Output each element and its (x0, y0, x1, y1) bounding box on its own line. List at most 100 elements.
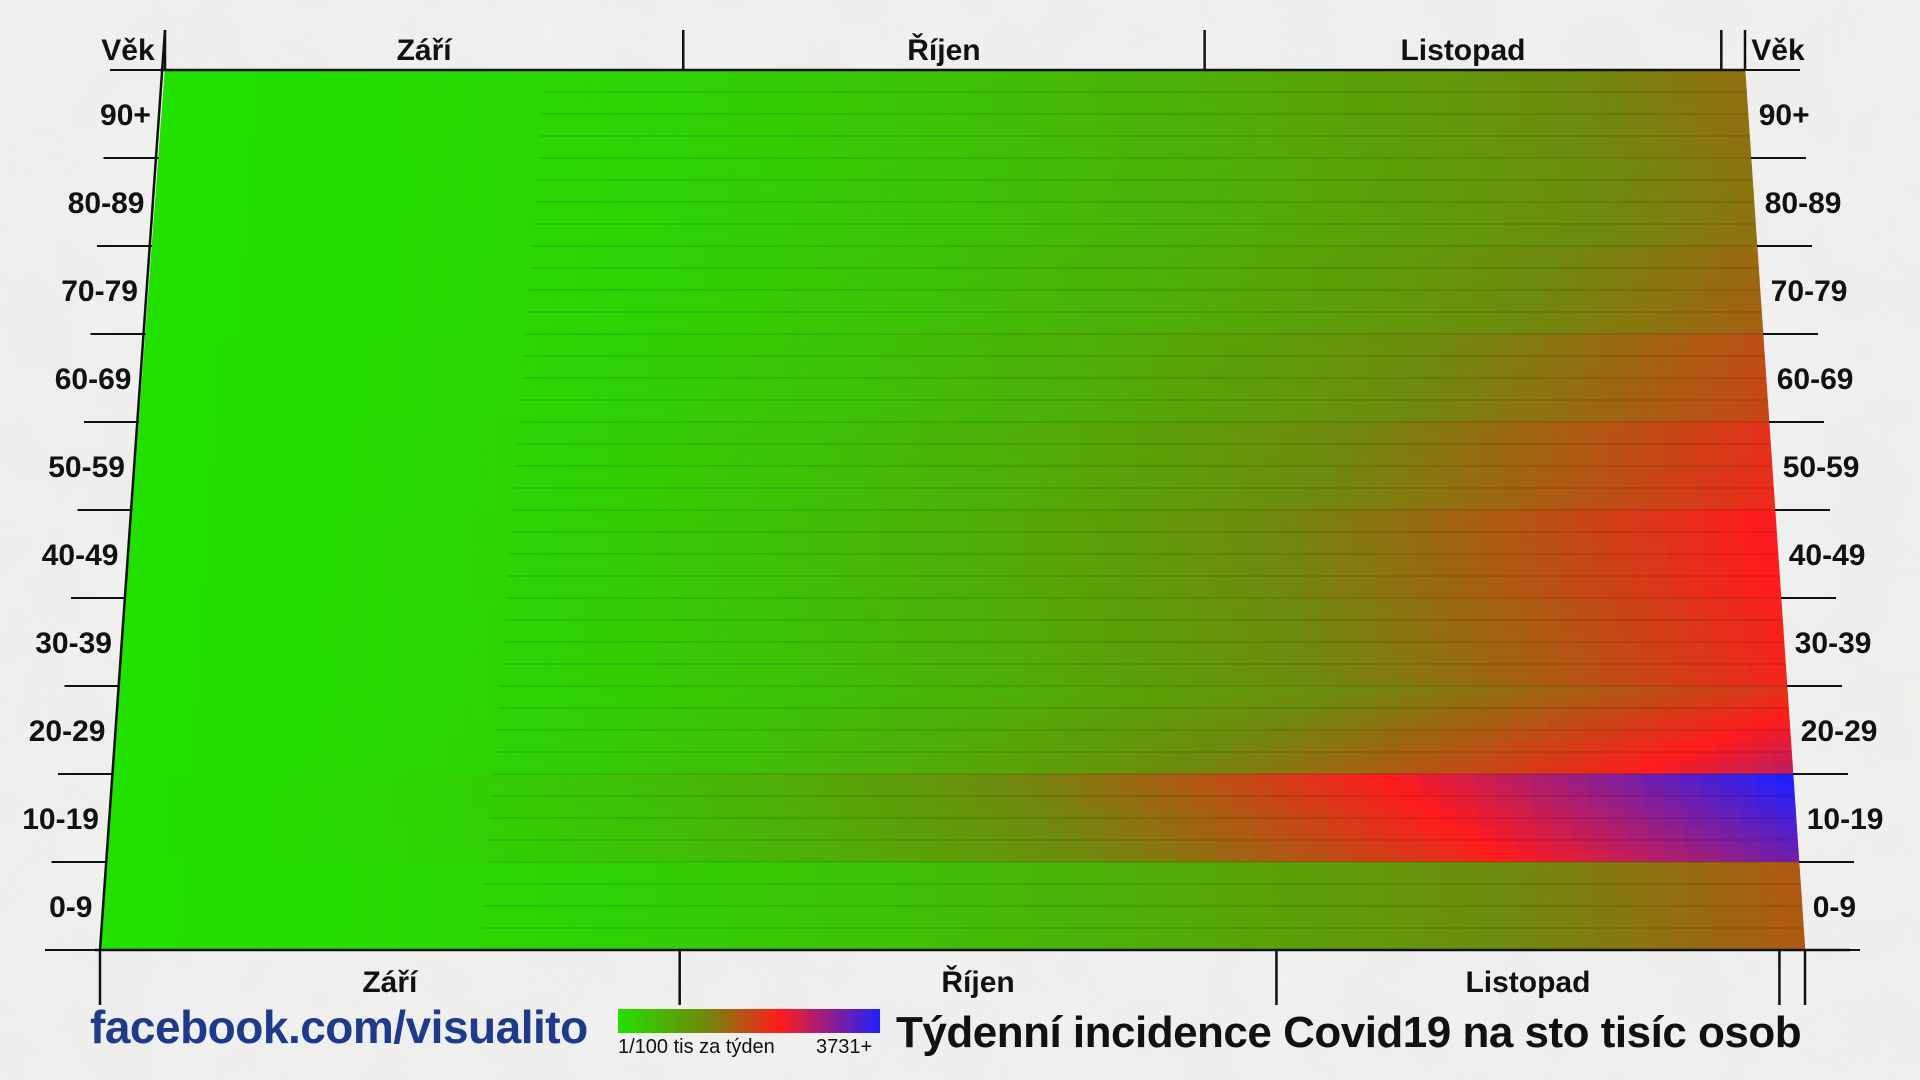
heatmap-cell (1025, 289, 1045, 302)
heatmap-cell (1323, 91, 1343, 104)
heatmap-cell (1265, 586, 1285, 599)
heatmap-cell (1537, 509, 1557, 522)
heatmap-cell (972, 124, 991, 137)
heatmap-cell (242, 212, 262, 225)
heatmap-cell (1245, 531, 1266, 544)
heatmap-cell (1218, 102, 1238, 115)
heatmap-cell (1008, 476, 1028, 489)
heatmap-cell (1359, 641, 1379, 654)
heatmap-cell (306, 333, 326, 346)
heatmap-cell (1192, 608, 1212, 621)
heatmap-cell (1465, 113, 1485, 126)
heatmap-cell (971, 432, 991, 445)
heatmap-cell (1309, 201, 1329, 214)
heatmap-cell (352, 157, 372, 170)
heatmap-cell (270, 322, 291, 335)
heatmap-cell (337, 113, 356, 126)
heatmap-cell (1748, 388, 1768, 401)
heatmap-cell (860, 663, 880, 676)
heatmap-cell (935, 509, 955, 522)
heatmap-cell (1745, 344, 1765, 357)
heatmap-cell (267, 102, 287, 115)
heatmap-cell (421, 553, 442, 566)
heatmap-cell (1452, 212, 1472, 225)
heatmap-cell (1256, 212, 1276, 225)
heatmap-cell (466, 366, 486, 379)
heatmap-cell (972, 113, 991, 126)
heatmap-cell (249, 377, 269, 390)
heatmap-cell (1386, 366, 1406, 379)
heatmap-cell (1275, 245, 1294, 258)
heatmap-cell (899, 355, 919, 368)
heatmap-cell (881, 344, 901, 357)
heatmap-cell (1765, 641, 1786, 654)
heatmap-cell (1320, 586, 1341, 599)
heatmap-cell (1713, 135, 1733, 148)
heatmap-cell (621, 619, 641, 632)
heatmap-cell (1541, 212, 1561, 225)
heatmap-cell (1503, 575, 1524, 588)
heatmap-cell (1706, 586, 1727, 599)
heatmap-cell (786, 674, 806, 687)
heatmap-cell (934, 575, 954, 588)
heatmap-cell (363, 267, 384, 280)
heatmap-cell (420, 201, 440, 214)
heatmap-cell (308, 608, 329, 621)
heatmap-cell (1045, 652, 1065, 665)
heatmap-cell (236, 300, 256, 313)
heatmap-cell (1609, 168, 1629, 181)
heatmap-cell (1542, 245, 1562, 258)
heatmap-cell (216, 69, 236, 82)
heatmap-cell (410, 410, 430, 423)
heatmap-cell (514, 509, 535, 522)
heatmap-cell (730, 674, 751, 687)
heatmap-cell (302, 388, 323, 401)
heatmap-cell (555, 410, 575, 423)
heatmap-cell (1185, 201, 1204, 214)
heatmap-cell (527, 212, 546, 225)
heatmap-cell (1150, 256, 1170, 269)
heatmap-cell (1118, 586, 1138, 599)
heatmap-cell (1328, 256, 1348, 269)
heatmap-cell (1741, 564, 1762, 577)
heatmap-cell (1714, 146, 1734, 159)
heatmap-cell (1149, 201, 1169, 214)
heatmap-cell (776, 223, 795, 236)
heatmap-cell (672, 91, 692, 104)
heatmap-cell (1081, 586, 1101, 599)
heatmap-cell (470, 289, 490, 302)
heatmap-cell (878, 663, 899, 676)
heatmap-cell (310, 256, 331, 269)
heatmap-cell (934, 641, 954, 654)
heatmap-cell (1228, 575, 1248, 588)
heatmap-cell (1562, 289, 1582, 302)
heatmap-cell (600, 674, 621, 687)
heatmap-cell (488, 289, 508, 302)
heatmap-cell (218, 300, 238, 313)
heatmap-cell (881, 355, 901, 368)
heatmap-cell (545, 674, 565, 687)
heatmap-cell (1294, 311, 1314, 324)
heatmap-cell (1429, 80, 1448, 93)
heatmap-cell (1621, 377, 1641, 390)
heatmap-cell (1450, 608, 1470, 621)
heatmap-cell (1007, 410, 1027, 423)
heatmap-cell (1674, 355, 1694, 368)
heatmap-cell (810, 300, 830, 313)
heatmap-cell (1703, 531, 1723, 544)
heatmap-cell (752, 487, 773, 500)
heatmap-cell (662, 465, 682, 478)
heatmap-cell (1473, 300, 1493, 313)
heatmap-cell (848, 113, 868, 126)
heatmap-cell (260, 212, 280, 225)
heatmap-cell (1064, 663, 1084, 676)
heatmap-cell (584, 91, 604, 104)
heatmap-cell (1114, 212, 1133, 225)
heatmap-cell (379, 311, 399, 324)
heatmap-cell (1077, 102, 1097, 115)
heatmap-cell (308, 300, 328, 313)
heatmap-cell (1135, 465, 1155, 478)
heatmap-cell (493, 157, 513, 170)
heatmap-cell (687, 212, 707, 225)
heatmap-cell (823, 641, 843, 654)
